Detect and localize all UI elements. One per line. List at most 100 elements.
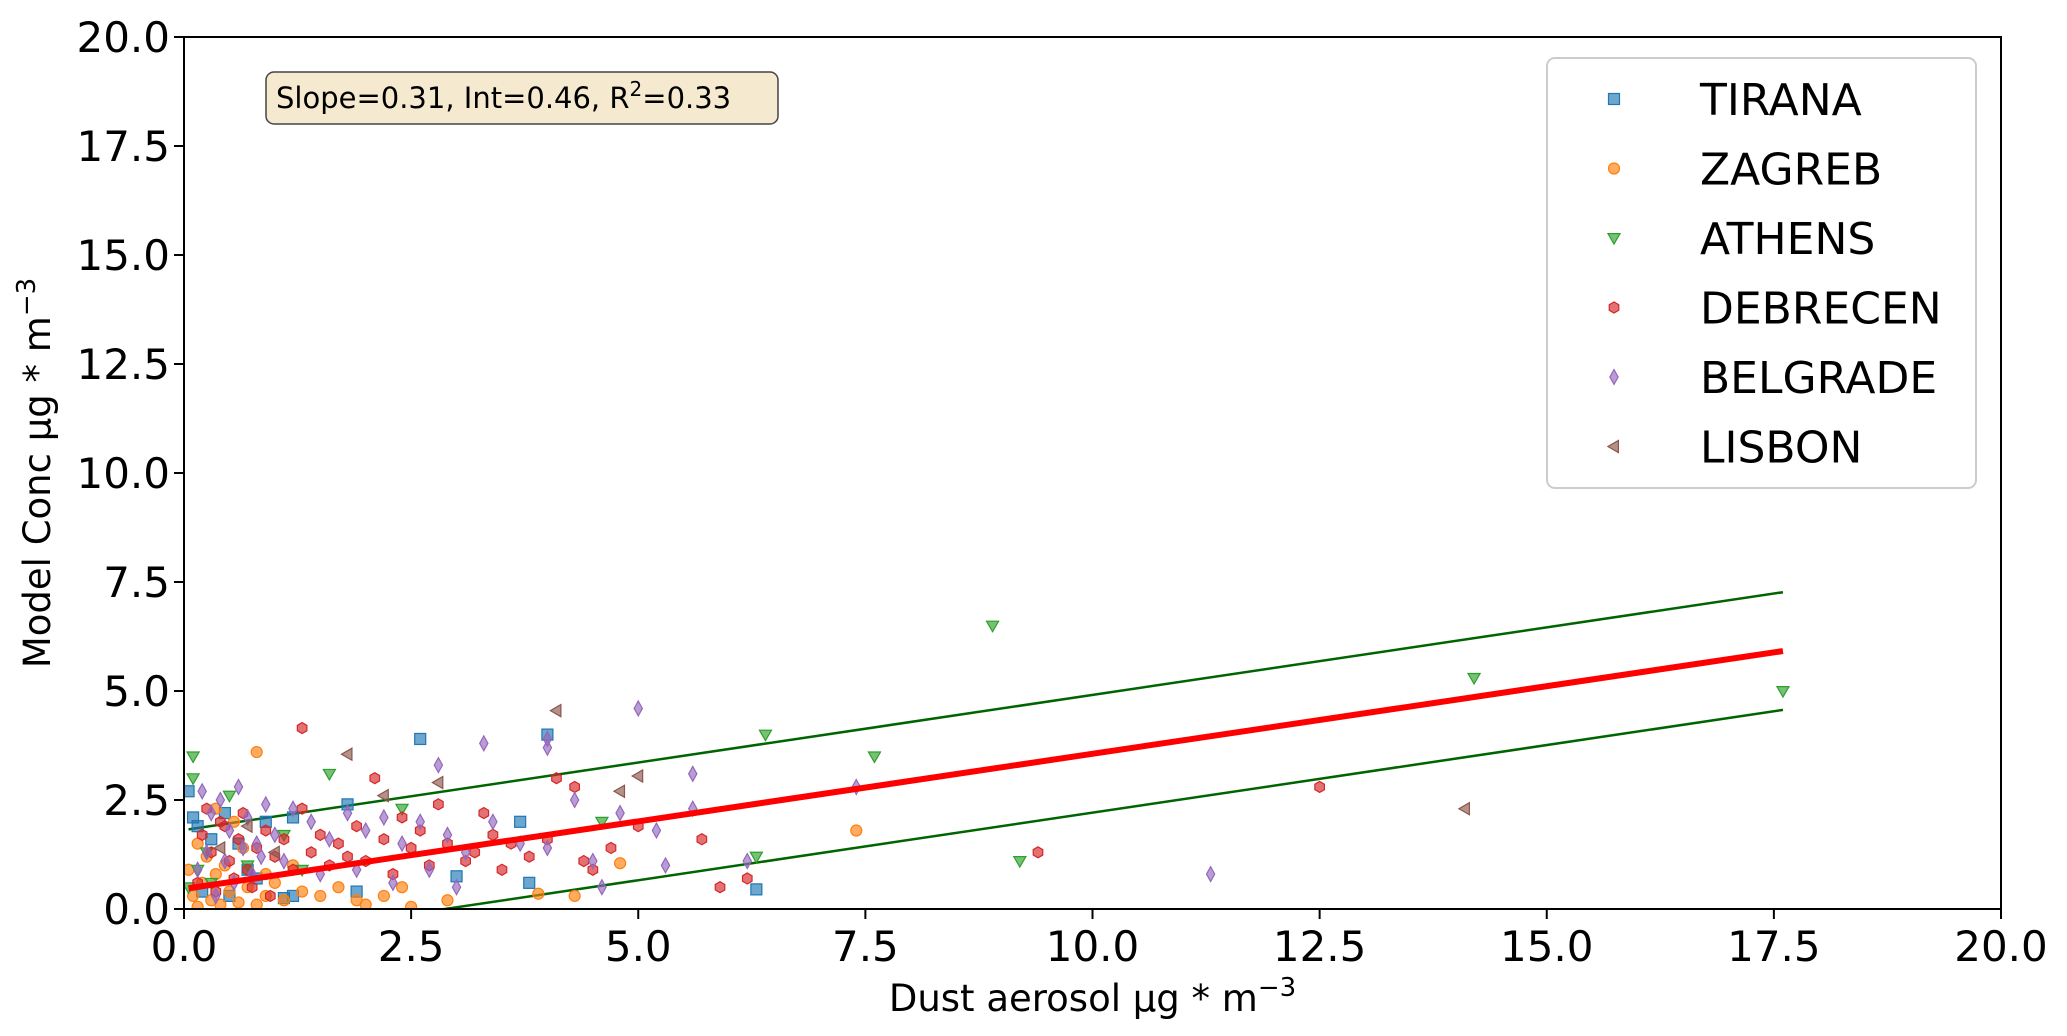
legend-label: BELGRADE [1700,353,1937,404]
data-point [214,898,227,909]
y-tick-label: 20.0 [76,13,170,62]
legend-marker [1607,92,1621,106]
data-point [542,839,553,857]
y-axis-label-exponent: −3 [12,278,42,316]
data-point [405,900,418,909]
data-point [587,863,599,876]
data-point [306,813,317,831]
data-point [233,833,244,846]
confidence-band-lines [188,590,1784,909]
data-point [360,821,371,840]
data-point [296,885,309,898]
data-point [613,857,627,870]
data-point [460,854,471,868]
data-point [206,804,217,822]
data-point [594,816,610,830]
x-tick-label: 12.5 [1273,922,1367,971]
data-point [305,846,317,859]
series-belgrade [192,699,1216,905]
legend-item-debrecen: DEBRECEN [1608,284,1942,335]
data-point [377,889,390,903]
series-athens [184,620,1791,895]
y-tick-label: 10.0 [76,449,170,498]
data-point [388,874,398,892]
data-point [279,852,289,870]
data-point [278,833,290,846]
data-point [551,772,562,785]
data-point [256,848,267,866]
data-point [314,889,327,903]
data-point [213,840,226,856]
legend-label: LISBON [1700,423,1862,474]
data-point [342,850,353,863]
data-point [333,837,344,850]
data-point [332,881,345,894]
x-tick-label: 10.0 [1046,922,1140,971]
regression-stats-background [265,71,779,125]
data-point [369,772,381,785]
data-point [232,896,245,909]
legend-label: DEBRECEN [1700,284,1942,335]
x-tick-label: 2.5 [378,922,445,971]
data-point [414,824,426,837]
regression-stats-prefix: Slope=0.31, Int=0.46, R [276,81,630,115]
y-tick-label: 2.5 [103,776,170,825]
y-axis-label-text: Model Conc µg * m [16,316,59,668]
y-tick-label: 7.5 [103,558,170,607]
lower-band-line [436,708,1784,909]
data-point [660,856,671,875]
data-point [433,756,444,774]
axis-ticks: 0.0 2.5 5.0 7.5 10.0 12.5 15.0 17.5 20.0 0.0 2.5 5.… [76,13,2047,971]
data-point [442,826,453,844]
data-point [240,819,253,834]
data-point [532,887,545,900]
legend-item-zagreb: ZAGREB [1607,145,1882,196]
data-point [741,872,753,885]
data-point [742,852,753,870]
legend-marker [1606,439,1620,454]
data-point [264,889,276,903]
data-point [469,846,481,859]
legend-item-athens: ATHENS [1606,214,1875,265]
data-point [233,778,244,796]
legend-marker [1607,162,1621,175]
data-point [749,851,764,864]
regression-line [188,648,1784,892]
data-point [220,852,230,870]
data-point [395,881,409,894]
data-point [569,780,581,794]
data-point [750,883,763,896]
data-point [415,813,426,831]
data-point [296,721,308,735]
data-point [651,821,662,840]
data-point [260,795,271,814]
data-points [184,620,1791,909]
data-point [340,747,353,762]
data-point [396,811,408,824]
data-point [379,808,389,827]
data-point [397,834,407,853]
series-debrecen [192,721,1325,903]
data-point [270,826,280,844]
legend-frame [1546,57,1977,489]
data-point [542,739,553,757]
data-point [867,751,882,764]
x-axis-label: Dust aerosol µg * m−3 [889,973,1296,1020]
legend: TIRANA ZAGREB ATHENS DEBRECEN BELGRADE LISBON [1546,57,1977,489]
data-point [514,815,527,828]
data-point [696,833,708,846]
data-point [215,791,226,809]
data-point [210,887,221,905]
data-point [296,802,308,815]
data-point [523,876,536,889]
y-tick-label: 5.0 [103,667,170,716]
data-point [201,843,212,861]
data-point [322,768,337,782]
data-point [250,898,263,909]
data-point [523,850,535,863]
x-axis-label-text: Dust aerosol µg * m [889,977,1258,1020]
data-point [478,806,490,820]
data-point [605,841,617,855]
legend-label: TIRANA [1699,75,1862,126]
data-point [1466,672,1482,686]
